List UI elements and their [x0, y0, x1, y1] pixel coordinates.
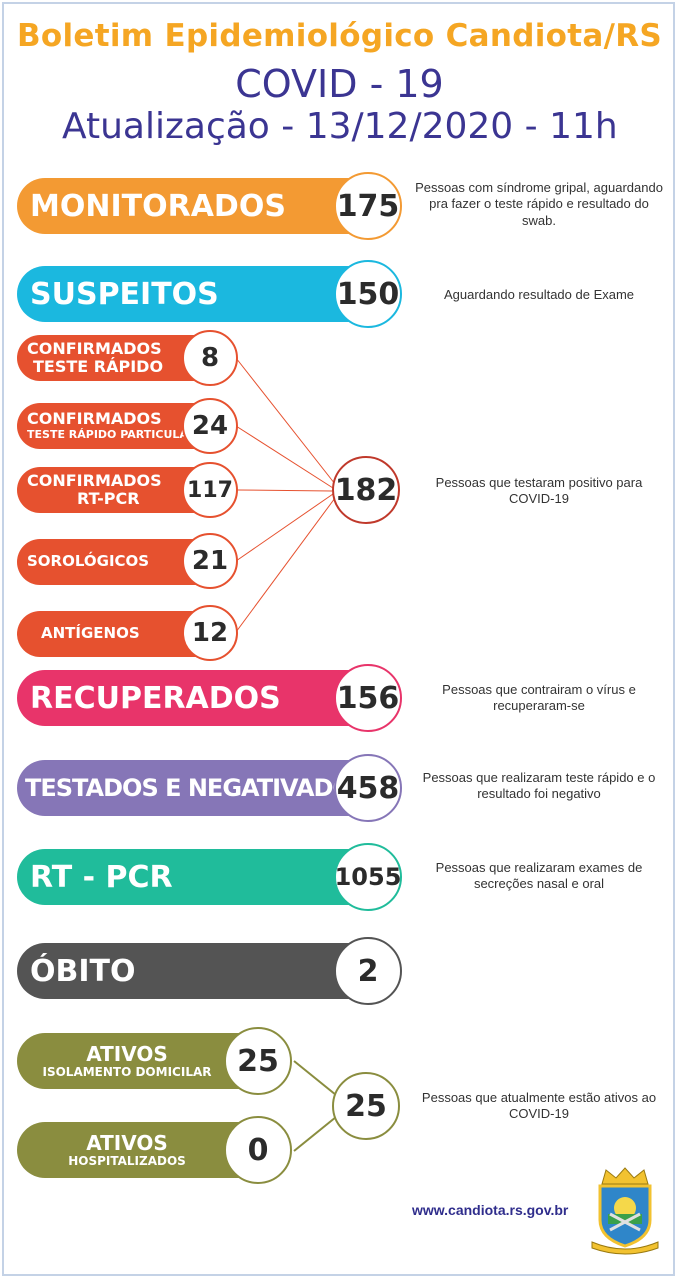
suspeitos-label: SUSPEITOS — [30, 276, 219, 312]
website-link[interactable]: www.candiota.rs.gov.br — [412, 1202, 569, 1218]
conf-teste-rapido-label2: TESTE RÁPIDO — [33, 357, 164, 376]
conf-teste-rapido-value: 8 — [182, 330, 238, 386]
recuperados-value: 156 — [334, 664, 402, 732]
recuperados-bar: RECUPERADOS — [17, 670, 377, 726]
monitorados-bar: MONITORADOS — [17, 178, 377, 234]
rtpcr-bar: RT - PCR — [17, 849, 377, 905]
negativados-desc: Pessoas que realizaram teste rápido e o … — [422, 770, 656, 802]
negativados-label: TESTADOS E NEGATIVADOS — [25, 774, 369, 802]
conf-particular-label1: CONFIRMADOS — [27, 409, 162, 429]
monitorados-desc: Pessoas com síndrome gripal, aguardando … — [415, 180, 663, 228]
ativos-hospital-value: 0 — [224, 1116, 292, 1184]
ativos-isolamento-value: 25 — [224, 1027, 292, 1095]
municipal-crest-icon — [591, 1167, 659, 1255]
ativos-isolamento-label1: ATIVOS — [86, 1041, 168, 1066]
ativos-isolamento-bar: ATIVOS ISOLAMENTO DOMICILAR — [17, 1033, 262, 1089]
sorologicos-label: SOROLÓGICOS — [27, 552, 150, 571]
page-title: Boletim Epidemiológico Candiota/RS — [16, 18, 663, 54]
confirmados-total-desc: Pessoas que testaram positivo para COVID… — [435, 475, 643, 507]
antigenos-value: 12 — [182, 605, 238, 661]
monitorados-value: 175 — [334, 172, 402, 240]
rtpcr-label: RT - PCR — [30, 859, 173, 895]
negativados-value: 458 — [334, 754, 402, 822]
conf-rtpcr-label2: RT-PCR — [77, 489, 140, 508]
monitorados-label: MONITORADOS — [30, 188, 286, 224]
ativos-total-desc: Pessoas que atualmente estão ativos ao C… — [421, 1090, 657, 1122]
conf-particular-label2: TESTE RÁPIDO PARTICULAR — [27, 427, 197, 441]
antigenos-label: ANTÍGENOS — [41, 624, 140, 643]
ativos-hospital-label2: HOSPITALIZADOS — [68, 1153, 186, 1168]
ativos-isolamento-label2: ISOLAMENTO DOMICILAR — [42, 1064, 212, 1079]
recuperados-label: RECUPERADOS — [30, 680, 281, 716]
suspeitos-bar: SUSPEITOS — [17, 266, 377, 322]
conf-rtpcr-value: 117 — [182, 462, 238, 518]
conf-rtpcr-label1: CONFIRMADOS — [27, 470, 162, 490]
page-subtitle: COVID - 19 — [235, 62, 444, 106]
negativados-bar: TESTADOS E NEGATIVADOS — [17, 760, 377, 816]
obito-bar: ÓBITO — [17, 943, 377, 999]
rtpcr-desc: Pessoas que realizaram exames de secreçõ… — [435, 860, 643, 892]
suspeitos-value: 150 — [334, 260, 402, 328]
conf-particular-value: 24 — [182, 398, 238, 454]
confirmados-total-value: 182 — [332, 456, 400, 524]
conf-teste-rapido-bar: CONFIRMADOS TESTE RÁPIDO — [17, 335, 217, 381]
suspeitos-desc: Aguardando resultado de Exame — [443, 287, 635, 302]
recuperados-desc: Pessoas que contrairam o vírus e recuper… — [442, 682, 636, 714]
sorologicos-value: 21 — [182, 533, 238, 589]
obito-label: ÓBITO — [30, 953, 136, 989]
conf-teste-rapido-label1: CONFIRMADOS — [27, 338, 162, 358]
rtpcr-value: 1055 — [334, 843, 402, 911]
update-line: Atualização - 13/12/2020 - 11h — [62, 106, 618, 147]
ativos-hospital-label1: ATIVOS — [86, 1130, 168, 1155]
obito-value: 2 — [334, 937, 402, 1005]
ativos-hospital-bar: ATIVOS HOSPITALIZADOS — [17, 1122, 262, 1178]
ativos-total-value: 25 — [332, 1072, 400, 1140]
